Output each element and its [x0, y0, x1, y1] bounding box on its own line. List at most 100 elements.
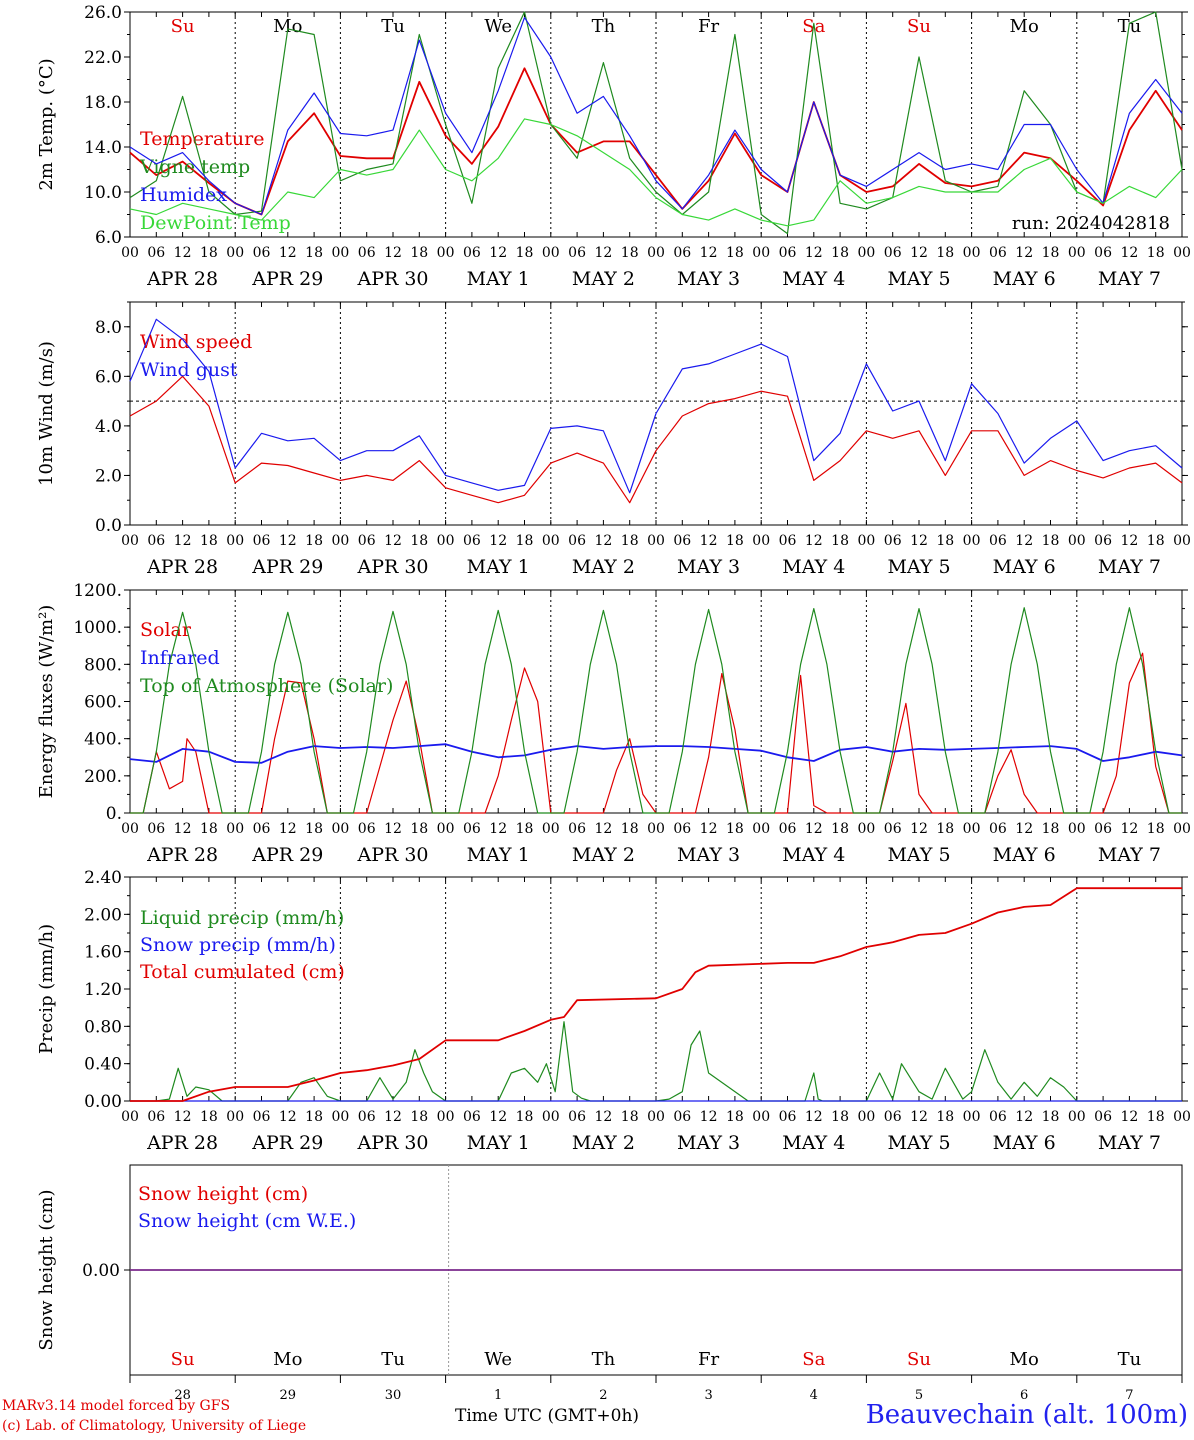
hour-tick-label: 12 — [384, 821, 402, 837]
day-label: MAY 2 — [572, 844, 635, 866]
hour-tick-label: 18 — [516, 1109, 534, 1125]
hour-tick-label: 00 — [1068, 821, 1086, 837]
y-tick-label: 1000. — [73, 618, 122, 638]
day-label: APR 30 — [356, 556, 428, 578]
legend-entry: Wind speed — [140, 331, 252, 353]
series-line-temperature-2 — [129, 17, 1183, 216]
day-number-label: 1 — [494, 1388, 502, 1400]
hour-tick-label: 12 — [174, 245, 192, 261]
hour-tick-label: 12 — [700, 1109, 718, 1125]
legend-entry: Vigne temp — [139, 156, 250, 178]
hour-tick-label: 18 — [621, 821, 639, 837]
series-line-energy-2 — [130, 607, 1182, 814]
hour-tick-label: 12 — [700, 821, 718, 837]
weekday-label-bottom: Su — [171, 1349, 195, 1370]
hour-tick-label: 06 — [463, 821, 481, 837]
hour-tick-label: 18 — [1147, 821, 1165, 837]
hour-tick-label: 06 — [147, 1109, 165, 1125]
hour-tick-label: 06 — [673, 245, 691, 261]
hour-tick-label: 06 — [253, 533, 271, 549]
day-number-label: 29 — [280, 1388, 297, 1400]
y-tick-label: 600. — [84, 693, 122, 713]
hour-tick-label: 00 — [226, 533, 244, 549]
hour-tick-label: 06 — [358, 1109, 376, 1125]
day-number-label: 30 — [385, 1388, 402, 1400]
day-label: MAY 2 — [572, 268, 635, 290]
day-label: MAY 3 — [677, 844, 740, 866]
hour-tick-label: 12 — [805, 533, 823, 549]
legend-entry: Temperature — [140, 128, 264, 150]
day-label: MAY 4 — [782, 844, 845, 866]
hour-tick-label: 12 — [910, 245, 928, 261]
hour-tick-label: 18 — [410, 533, 428, 549]
y-tick-label: 2.40 — [84, 868, 122, 888]
hour-tick-label: 18 — [305, 245, 323, 261]
hour-tick-label: 00 — [1173, 533, 1191, 549]
hour-tick-label: 00 — [1068, 533, 1086, 549]
hour-tick-label: 18 — [410, 1109, 428, 1125]
hour-tick-label: 18 — [936, 245, 954, 261]
y-tick-label: 400. — [84, 730, 122, 750]
hour-tick-label: 06 — [463, 1109, 481, 1125]
hour-tick-label: 18 — [516, 245, 534, 261]
hour-tick-label: 06 — [884, 533, 902, 549]
hour-tick-label: 00 — [1173, 245, 1191, 261]
hour-tick-label: 12 — [805, 821, 823, 837]
day-label: MAY 3 — [677, 1132, 740, 1154]
hour-tick-label: 00 — [857, 821, 875, 837]
y-tick-label: 1.60 — [84, 943, 122, 963]
hour-tick-label: 00 — [752, 245, 770, 261]
hour-tick-label: 12 — [1120, 821, 1138, 837]
y-tick-label: 0.00 — [82, 1261, 120, 1281]
hour-tick-label: 18 — [621, 533, 639, 549]
hour-tick-label: 18 — [200, 533, 218, 549]
meteogram: 6.010.014.018.022.026.02m Temp. (°C)00 06… — [36, 3, 1191, 1400]
hour-tick-label: 00 — [647, 821, 665, 837]
day-label: APR 29 — [251, 268, 323, 290]
hour-tick-label: 12 — [1120, 1109, 1138, 1125]
day-label: MAY 7 — [1098, 844, 1161, 866]
hour-tick-label: 00 — [647, 533, 665, 549]
hour-tick-label: 00 — [121, 821, 139, 837]
day-number-label: 5 — [915, 1388, 923, 1400]
y-axis-label-snow: Snow height (cm) — [36, 1189, 57, 1350]
hour-tick-label: 00 — [437, 821, 455, 837]
hour-tick-label: 18 — [305, 821, 323, 837]
hour-tick-label: 00 — [752, 1109, 770, 1125]
hour-tick-label: 06 — [779, 533, 797, 549]
day-label: APR 30 — [356, 844, 428, 866]
hour-tick-label: 12 — [174, 821, 192, 837]
hour-tick-label: 00 — [963, 1109, 981, 1125]
hour-tick-label: 00 — [542, 1109, 560, 1125]
hour-tick-label: 06 — [989, 245, 1007, 261]
hour-tick-label: 06 — [147, 245, 165, 261]
hour-tick-label: 18 — [1147, 245, 1165, 261]
hour-tick-label: 00 — [963, 533, 981, 549]
hour-tick-label: 00 — [121, 245, 139, 261]
hour-tick-label: 18 — [1042, 533, 1060, 549]
hour-tick-label: 18 — [936, 821, 954, 837]
hour-tick-label: 06 — [673, 821, 691, 837]
hour-tick-label: 06 — [568, 821, 586, 837]
hour-tick-label: 18 — [1042, 821, 1060, 837]
hour-tick-label: 18 — [200, 1109, 218, 1125]
hour-tick-label: 18 — [621, 245, 639, 261]
y-tick-label: 4.0 — [95, 417, 122, 437]
hour-tick-label: 12 — [1120, 245, 1138, 261]
y-tick-label: 10.0 — [84, 183, 122, 203]
station-title: Beauvechain (alt. 100m) — [865, 1400, 1188, 1430]
day-label: MAY 1 — [467, 556, 530, 578]
hour-tick-label: 12 — [279, 533, 297, 549]
hour-tick-label: 18 — [831, 533, 849, 549]
hour-tick-label: 12 — [489, 533, 507, 549]
y-tick-label: 26.0 — [84, 3, 122, 23]
hour-tick-label: 12 — [1015, 821, 1033, 837]
weekday-label: Su — [171, 16, 195, 37]
hour-tick-label: 18 — [936, 1109, 954, 1125]
weekday-label-bottom: Su — [907, 1349, 931, 1370]
hour-tick-label: 06 — [253, 245, 271, 261]
model-credit: MARv3.14 model forced by GFS (c) Lab. of… — [2, 1396, 306, 1436]
hour-tick-label: 12 — [384, 533, 402, 549]
day-label: MAY 5 — [887, 1132, 950, 1154]
hour-tick-label: 06 — [358, 533, 376, 549]
